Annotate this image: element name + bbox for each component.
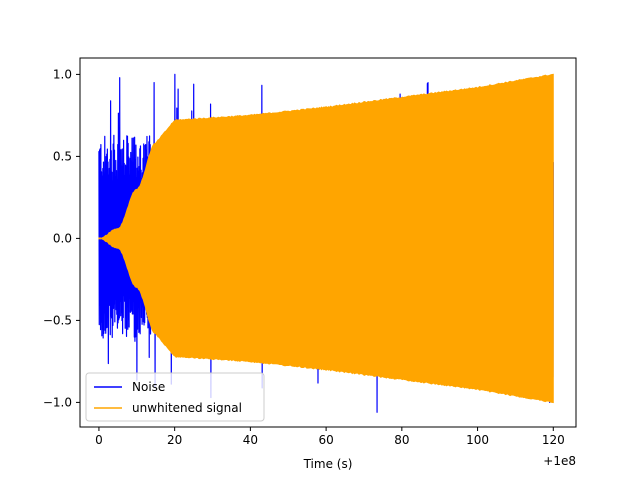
legend-box — [85, 372, 265, 422]
x-tick-label: 0 — [95, 433, 103, 447]
plot-area — [98, 73, 554, 413]
x-axis-offset-label: +1e8 — [543, 454, 576, 468]
x-axis-label: Time (s) — [303, 457, 353, 471]
legend-label: Noise — [132, 380, 165, 394]
y-tick-label: 1.0 — [53, 67, 72, 81]
series-unwhitened-signal-band — [98, 73, 554, 404]
y-tick-label: 0.5 — [53, 149, 72, 163]
y-tick-label: 0.0 — [53, 231, 72, 245]
x-tick-label: 100 — [466, 433, 489, 447]
axes: 0 20 40 60 80 100 120 1.0 0.5 0.0 −0.5 −1.0 — [43, 57, 577, 447]
x-tick-label: 40 — [243, 433, 258, 447]
legend-label: unwhitened signal — [132, 401, 242, 415]
legend: Noise unwhitened signal — [85, 372, 265, 422]
axes-frame — [79, 57, 577, 428]
x-tick-label: 120 — [542, 433, 565, 447]
y-tick-label: −0.5 — [43, 313, 72, 327]
x-tick-label: 60 — [318, 433, 333, 447]
x-tick-label: 80 — [394, 433, 409, 447]
y-tick-label: −1.0 — [43, 395, 72, 409]
x-tick-label: 20 — [167, 433, 182, 447]
